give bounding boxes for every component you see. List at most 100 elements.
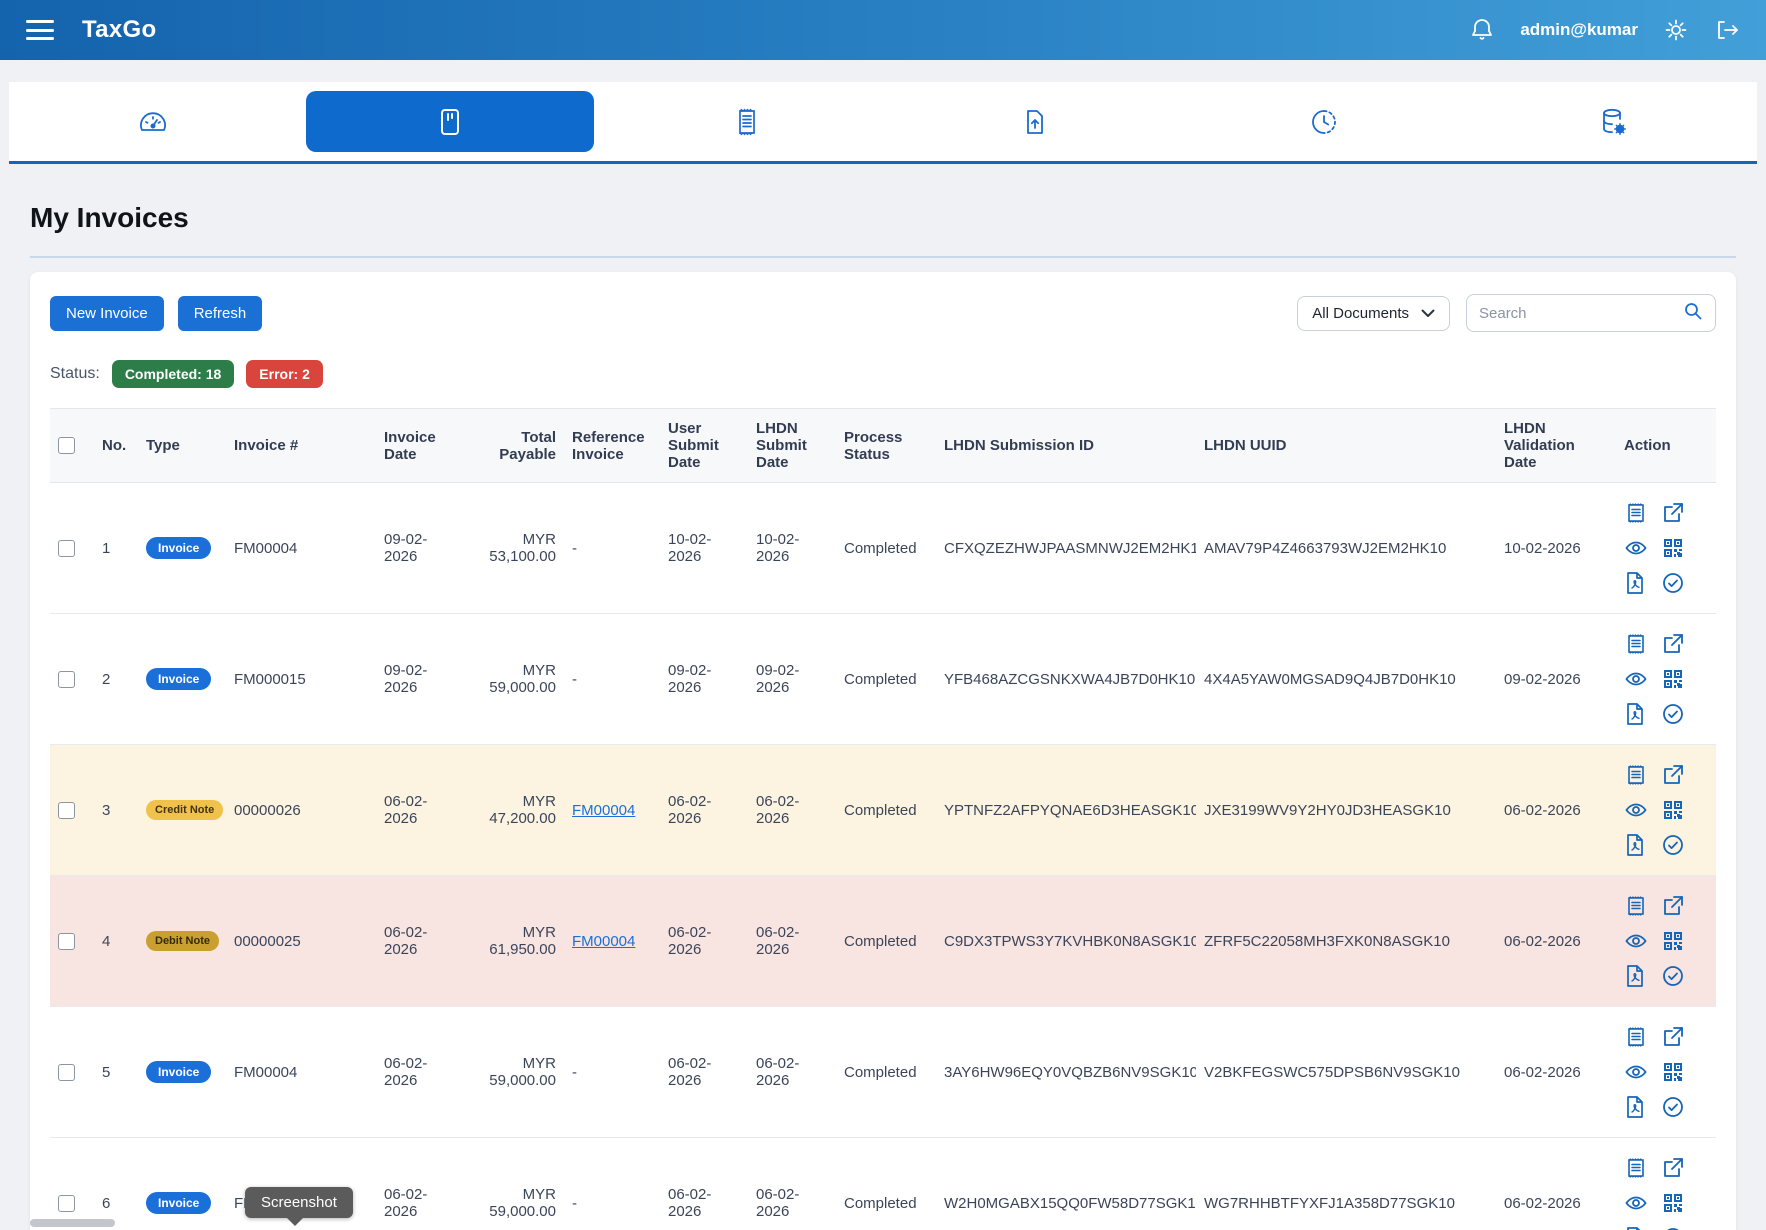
- search-input[interactable]: [1479, 305, 1683, 322]
- row-number: 6: [94, 1138, 138, 1230]
- refresh-button[interactable]: Refresh: [178, 296, 263, 331]
- total-payable: MYR 53,100.00: [464, 483, 564, 614]
- row-actions: [1624, 632, 1708, 726]
- invoice-date: 09-02-2026: [376, 614, 464, 745]
- invoice-number: FM00004: [226, 1007, 376, 1138]
- total-payable: MYR 59,000.00: [464, 614, 564, 745]
- invoices-card: New Invoice Refresh All Documents Status…: [30, 272, 1736, 1230]
- user-submit-date: 06-02-2026: [660, 1138, 748, 1230]
- screenshot-tooltip: Screenshot: [245, 1187, 353, 1218]
- validated-check-icon[interactable]: [1661, 1226, 1685, 1230]
- history-clock-icon: [1310, 108, 1338, 136]
- user-submit-date: 06-02-2026: [660, 745, 748, 876]
- tab-data-settings[interactable]: [1468, 82, 1757, 161]
- tab-my-invoices[interactable]: [306, 91, 595, 152]
- pdf-download-icon[interactable]: [1624, 833, 1648, 857]
- row-checkbox[interactable]: [58, 802, 75, 819]
- document-type-select[interactable]: All Documents: [1297, 296, 1450, 331]
- view-details-icon[interactable]: [1624, 894, 1648, 918]
- pdf-download-icon[interactable]: [1624, 1095, 1648, 1119]
- search-icon[interactable]: [1683, 301, 1703, 326]
- preview-eye-icon[interactable]: [1624, 1060, 1648, 1084]
- preview-eye-icon[interactable]: [1624, 667, 1648, 691]
- tab-upload[interactable]: [891, 82, 1180, 161]
- open-external-icon[interactable]: [1661, 763, 1685, 787]
- view-details-icon[interactable]: [1624, 1156, 1648, 1180]
- notifications-bell-icon[interactable]: [1470, 17, 1494, 43]
- reference-invoice-link[interactable]: -: [572, 1064, 577, 1081]
- select-all-checkbox[interactable]: [58, 437, 75, 454]
- preview-eye-icon[interactable]: [1624, 1191, 1648, 1215]
- tab-dashboard[interactable]: [9, 82, 298, 161]
- lhdn-validation-date: 06-02-2026: [1496, 745, 1616, 876]
- reference-invoice-link[interactable]: FM00004: [572, 933, 635, 950]
- lhdn-submit-date: 06-02-2026: [748, 745, 836, 876]
- open-external-icon[interactable]: [1661, 501, 1685, 525]
- tab-history[interactable]: [1180, 82, 1469, 161]
- col-invoice-date: Invoice Date: [376, 409, 464, 483]
- process-status: Completed: [836, 614, 936, 745]
- preview-eye-icon[interactable]: [1624, 929, 1648, 953]
- view-details-icon[interactable]: [1624, 501, 1648, 525]
- new-invoice-button[interactable]: New Invoice: [50, 296, 164, 331]
- row-number: 3: [94, 745, 138, 876]
- logout-icon[interactable]: [1714, 18, 1740, 42]
- table-row: 5 Invoice FM00004 06-02-2026 MYR 59,000.…: [50, 1007, 1716, 1138]
- open-external-icon[interactable]: [1661, 894, 1685, 918]
- open-external-icon[interactable]: [1661, 1025, 1685, 1049]
- open-external-icon[interactable]: [1661, 632, 1685, 656]
- preview-eye-icon[interactable]: [1624, 798, 1648, 822]
- pdf-download-icon[interactable]: [1624, 964, 1648, 988]
- invoice-card-icon: [437, 107, 463, 137]
- reference-invoice-link[interactable]: -: [572, 1195, 577, 1212]
- preview-eye-icon[interactable]: [1624, 536, 1648, 560]
- view-details-icon[interactable]: [1624, 1025, 1648, 1049]
- validated-check-icon[interactable]: [1661, 1095, 1685, 1119]
- validated-check-icon[interactable]: [1661, 702, 1685, 726]
- dashboard-gauge-icon: [138, 108, 168, 136]
- user-account-label[interactable]: admin@kumar: [1520, 20, 1638, 40]
- validated-check-icon[interactable]: [1661, 964, 1685, 988]
- open-external-icon[interactable]: [1661, 1156, 1685, 1180]
- validated-check-icon[interactable]: [1661, 833, 1685, 857]
- row-checkbox[interactable]: [58, 540, 75, 557]
- pdf-download-icon[interactable]: [1624, 1226, 1648, 1230]
- row-checkbox[interactable]: [58, 933, 75, 950]
- col-user-submit-date: User Submit Date: [660, 409, 748, 483]
- row-checkbox[interactable]: [58, 1195, 75, 1212]
- reference-invoice-link[interactable]: -: [572, 540, 577, 557]
- view-details-icon[interactable]: [1624, 763, 1648, 787]
- qr-code-icon[interactable]: [1661, 929, 1685, 953]
- total-payable: MYR 47,200.00: [464, 745, 564, 876]
- lhdn-uuid: JXE3199WV9Y2HY0JD3HEASGK10: [1196, 745, 1496, 876]
- reference-invoice-link[interactable]: FM00004: [572, 802, 635, 819]
- lhdn-submit-date: 06-02-2026: [748, 1007, 836, 1138]
- row-actions: [1624, 894, 1708, 988]
- validated-check-icon[interactable]: [1661, 571, 1685, 595]
- row-actions: [1624, 763, 1708, 857]
- qr-code-icon[interactable]: [1661, 536, 1685, 560]
- main-tab-bar: [9, 82, 1757, 164]
- qr-code-icon[interactable]: [1661, 1191, 1685, 1215]
- hamburger-menu-icon[interactable]: [26, 20, 54, 40]
- pdf-download-icon[interactable]: [1624, 702, 1648, 726]
- qr-code-icon[interactable]: [1661, 798, 1685, 822]
- table-row: 1 Invoice FM00004 09-02-2026 MYR 53,100.…: [50, 483, 1716, 614]
- qr-code-icon[interactable]: [1661, 667, 1685, 691]
- lhdn-validation-date: 06-02-2026: [1496, 876, 1616, 1007]
- lhdn-submission-id: CFXQZEZHWJPAASMNWJ2EM2HK10: [936, 483, 1196, 614]
- qr-code-icon[interactable]: [1661, 1060, 1685, 1084]
- lhdn-submit-date: 09-02-2026: [748, 614, 836, 745]
- horizontal-scrollbar-thumb[interactable]: [30, 1219, 115, 1227]
- view-details-icon[interactable]: [1624, 632, 1648, 656]
- row-checkbox[interactable]: [58, 1064, 75, 1081]
- reference-invoice-link[interactable]: -: [572, 671, 577, 688]
- user-submit-date: 06-02-2026: [660, 1007, 748, 1138]
- tab-documents[interactable]: [602, 82, 891, 161]
- settings-gear-icon[interactable]: [1664, 18, 1688, 42]
- pdf-download-icon[interactable]: [1624, 571, 1648, 595]
- status-summary: Status: Completed: 18 Error: 2: [50, 360, 1716, 388]
- table-row: 3 Credit Note 00000026 06-02-2026 MYR 47…: [50, 745, 1716, 876]
- row-checkbox[interactable]: [58, 671, 75, 688]
- col-action: Action: [1616, 409, 1716, 483]
